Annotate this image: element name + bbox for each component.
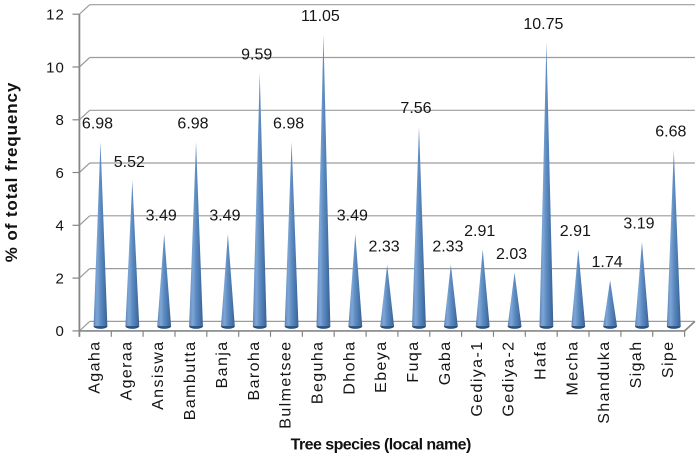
svg-text:9.59: 9.59 bbox=[241, 47, 272, 64]
svg-text:% of total frequency: % of total frequency bbox=[2, 82, 21, 262]
svg-text:Gediya-1: Gediya-1 bbox=[469, 341, 486, 417]
svg-text:3.49: 3.49 bbox=[337, 208, 368, 225]
svg-text:6.98: 6.98 bbox=[273, 116, 304, 133]
svg-text:8: 8 bbox=[56, 112, 65, 129]
svg-text:10: 10 bbox=[46, 59, 65, 76]
svg-text:Dhoha: Dhoha bbox=[341, 341, 358, 395]
svg-text:Sigah: Sigah bbox=[628, 341, 645, 389]
svg-text:Ansiswa: Ansiswa bbox=[150, 341, 167, 410]
svg-text:10.75: 10.75 bbox=[523, 16, 563, 33]
svg-text:Beguha: Beguha bbox=[310, 341, 327, 405]
svg-text:11.05: 11.05 bbox=[301, 8, 340, 25]
svg-text:Banja: Banja bbox=[214, 341, 231, 389]
svg-text:2.33: 2.33 bbox=[432, 238, 463, 255]
svg-text:2.91: 2.91 bbox=[464, 223, 495, 240]
svg-text:7.56: 7.56 bbox=[400, 100, 431, 117]
svg-text:Sipe: Sipe bbox=[660, 341, 677, 379]
svg-text:Bulmetsee: Bulmetsee bbox=[278, 341, 295, 429]
svg-text:Baroha: Baroha bbox=[246, 341, 263, 401]
svg-text:Gediya-2: Gediya-2 bbox=[501, 341, 518, 417]
svg-text:Hafa: Hafa bbox=[533, 341, 550, 380]
svg-text:4: 4 bbox=[56, 218, 65, 235]
svg-text:Bambutta: Bambutta bbox=[182, 341, 199, 421]
svg-text:0: 0 bbox=[56, 323, 65, 340]
svg-text:1.74: 1.74 bbox=[592, 254, 623, 271]
svg-text:Mecha: Mecha bbox=[564, 341, 581, 396]
svg-text:Tree species (local name): Tree species (local name) bbox=[291, 437, 471, 454]
svg-text:3.19: 3.19 bbox=[623, 216, 654, 233]
svg-text:5.52: 5.52 bbox=[114, 154, 145, 171]
svg-text:2.91: 2.91 bbox=[560, 223, 591, 240]
svg-text:Gaba: Gaba bbox=[437, 341, 454, 386]
svg-text:6.98: 6.98 bbox=[82, 116, 113, 133]
svg-text:2.03: 2.03 bbox=[496, 246, 527, 263]
svg-text:2.33: 2.33 bbox=[369, 238, 400, 255]
svg-text:Shanduka: Shanduka bbox=[596, 341, 613, 424]
svg-text:3.49: 3.49 bbox=[209, 208, 240, 225]
svg-text:2: 2 bbox=[56, 270, 65, 287]
svg-text:3.49: 3.49 bbox=[146, 208, 177, 225]
svg-text:6.98: 6.98 bbox=[177, 116, 208, 133]
svg-text:Ebeya: Ebeya bbox=[373, 341, 390, 393]
svg-text:Ageraa: Ageraa bbox=[118, 341, 135, 401]
svg-text:Fuqa: Fuqa bbox=[405, 341, 422, 383]
svg-text:6: 6 bbox=[56, 165, 65, 182]
svg-text:12: 12 bbox=[46, 7, 65, 24]
svg-text:6.68: 6.68 bbox=[655, 124, 686, 141]
svg-text:Agaha: Agaha bbox=[87, 341, 104, 394]
